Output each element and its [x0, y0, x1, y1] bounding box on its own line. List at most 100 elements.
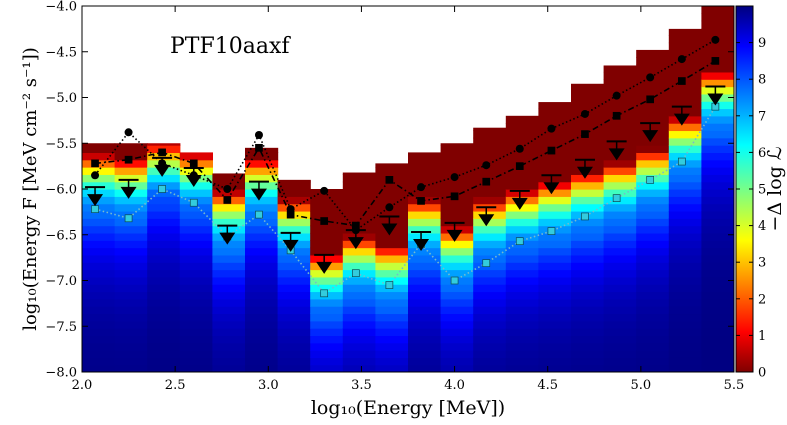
heatmap-cell — [571, 269, 605, 278]
heatmap-cell — [440, 269, 474, 278]
heatmap-cell — [277, 306, 311, 315]
heatmap-cell — [701, 218, 734, 227]
y-tick-label: −5.5 — [45, 137, 77, 152]
heatmap-cell — [538, 232, 572, 241]
colorbar-tick-label: 4 — [758, 219, 766, 234]
heatmap-cell — [114, 276, 148, 285]
heatmap-cell — [636, 218, 670, 227]
heatmap-cell — [701, 27, 734, 36]
heatmap-cell — [636, 335, 670, 344]
upper-limit-arrow — [673, 113, 690, 126]
heatmap-cell — [147, 284, 181, 293]
heatmap-cell — [571, 152, 605, 161]
heatmap-cell — [701, 86, 734, 95]
heatmap-cell — [245, 232, 279, 241]
heatmap-cell — [701, 254, 734, 263]
heatmap-cell — [636, 328, 670, 336]
heatmap-cell — [571, 262, 605, 271]
heatmap-cell — [440, 225, 474, 234]
heatmap-cell — [375, 313, 409, 322]
heatmap-cell — [147, 210, 181, 219]
heatmap-cell — [603, 328, 637, 336]
heatmap-cell — [668, 247, 702, 256]
heatmap-cell — [245, 298, 279, 307]
heatmap-cell — [147, 225, 181, 234]
heatmap-cell — [408, 254, 442, 263]
heatmap-cell — [310, 225, 344, 234]
heatmap-cell — [505, 123, 539, 132]
heatmap-cell — [571, 232, 605, 241]
heatmap-cell — [603, 342, 637, 351]
series-2-point — [91, 205, 99, 213]
heatmap-cell — [701, 276, 734, 285]
heatmap-cell — [538, 335, 572, 344]
heatmap-cell — [603, 357, 637, 366]
heatmap-cell — [538, 328, 572, 336]
heatmap-cell — [82, 320, 116, 329]
heatmap-cell — [701, 203, 734, 212]
y-axis-ticks: −8.0 −7.5 −7.0 −6.5 −6.0 −5.5 −5.0 −4.5 −4.0 — [45, 0, 734, 381]
heatmap-cell — [179, 313, 213, 322]
heatmap-cell — [701, 232, 734, 241]
heatmap-cell — [571, 93, 605, 102]
heatmap-cell — [473, 232, 507, 241]
heatmap-cell — [82, 269, 116, 278]
heatmap-cell — [375, 254, 409, 263]
heatmap-cell — [179, 262, 213, 271]
heatmap-cell — [408, 328, 442, 336]
heatmap-cell — [603, 86, 637, 95]
series-1-point — [677, 77, 686, 85]
heatmap-cell — [114, 218, 148, 227]
heatmap-cell — [571, 159, 605, 168]
heatmap-cell — [505, 203, 539, 212]
heatmap-cell — [147, 350, 181, 358]
heatmap-cell — [538, 269, 572, 278]
heatmap-cell — [310, 350, 344, 358]
heatmap-cell — [668, 320, 702, 329]
x-tick-label: 3.0 — [258, 378, 279, 393]
heatmap-cell — [245, 328, 279, 336]
heatmap-cell — [701, 284, 734, 293]
series-0-point — [223, 185, 232, 193]
series-2-point — [189, 198, 198, 207]
heatmap-cell — [245, 254, 279, 263]
heatmap-cell — [505, 269, 539, 278]
heatmap-cell — [538, 254, 572, 263]
upper-limit-arrow — [154, 164, 171, 177]
series-0-point — [385, 203, 394, 212]
heatmap-cell — [277, 179, 311, 183]
heatmap-cell — [440, 196, 474, 205]
heatmap-cell — [408, 225, 442, 234]
heatmap-cell — [82, 181, 116, 190]
heatmap-cell — [603, 189, 637, 197]
heatmap-cell — [408, 262, 442, 271]
colorbar-tick-label: 3 — [758, 256, 766, 271]
colorbar-tick-label: 6 — [758, 146, 766, 161]
heatmap-cell — [408, 276, 442, 285]
heatmap-cell — [701, 64, 734, 73]
heatmap-cell — [82, 313, 116, 322]
heatmap-cell — [701, 342, 734, 351]
heatmap-cell — [668, 49, 702, 58]
heatmap-cell — [571, 350, 605, 358]
heatmap-cell — [82, 152, 116, 161]
heatmap-cell — [473, 291, 507, 300]
heatmap-cell — [179, 167, 213, 175]
heatmap-cell — [505, 364, 539, 372]
series-2-point — [677, 157, 686, 166]
heatmap-cell — [342, 284, 376, 293]
heatmap-cell — [603, 71, 637, 80]
heatmap-cell — [82, 225, 116, 234]
upper-limit-arrow — [87, 194, 104, 207]
heatmap-cell — [668, 225, 702, 234]
series-1-point — [320, 217, 329, 225]
x-tick-label: 4.5 — [537, 378, 558, 393]
series-0-point — [612, 91, 621, 100]
heatmap-cell — [538, 306, 572, 315]
heatmap-cell — [505, 247, 539, 256]
heatmap-cell — [668, 189, 702, 197]
heatmap-cell — [636, 320, 670, 329]
heatmap-cell — [114, 225, 148, 234]
series-1-point — [515, 162, 524, 170]
heatmap-cell — [701, 269, 734, 278]
